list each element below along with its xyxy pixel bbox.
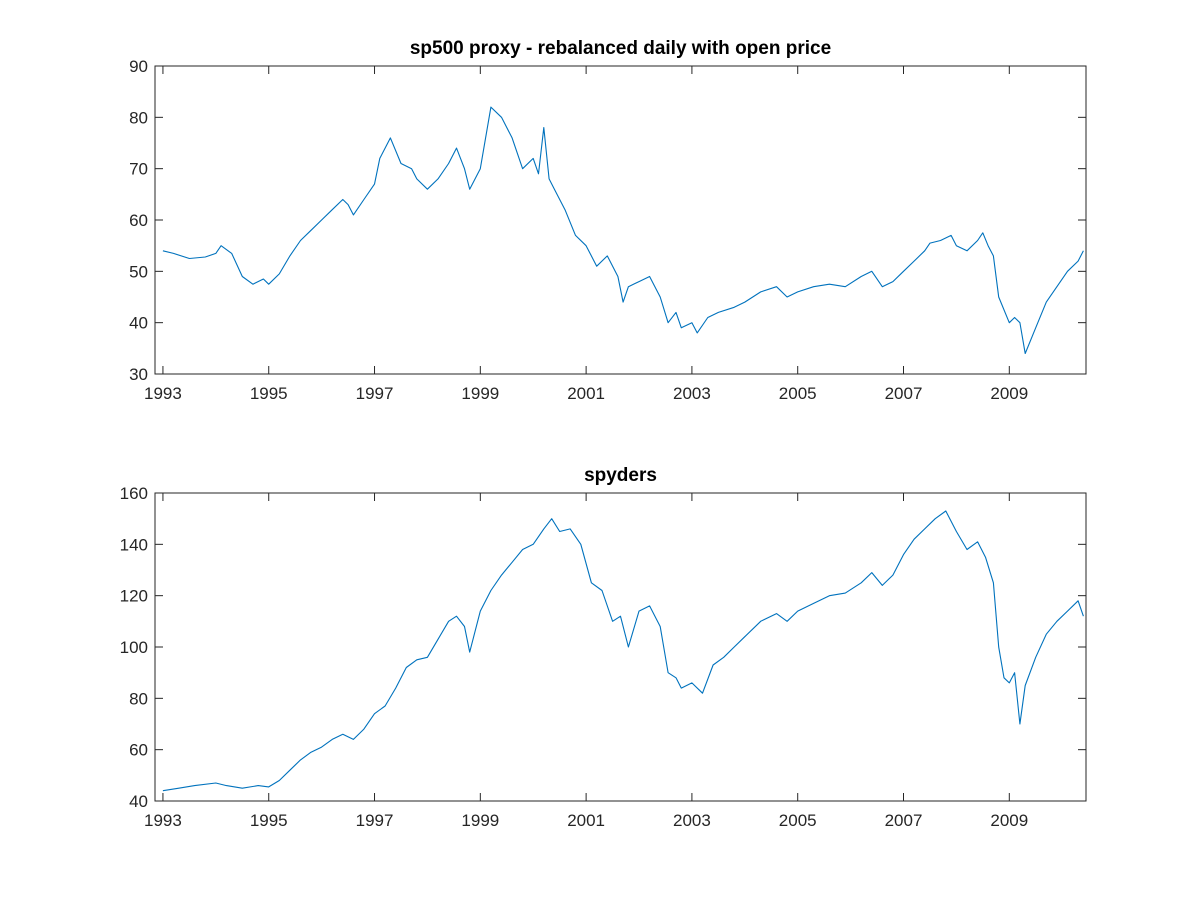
y-tick-label: 120 (120, 587, 148, 606)
x-tick-label: 2007 (885, 811, 923, 830)
x-tick-label: 1997 (356, 811, 394, 830)
subplot-bottom: spyders 1993 1995 1997 1999 2001 2003 2005 2007… (120, 465, 1087, 830)
x-axis: 1993 1995 1997 1999 2001 2003 2005 2007 2009 (144, 66, 1028, 403)
series-layer (162, 106, 1084, 355)
subplot-top: sp500 proxy - rebalanced daily with open… (129, 38, 1087, 403)
series-line (162, 106, 1084, 355)
y-tick-label: 80 (129, 108, 148, 127)
x-tick-label: 2005 (779, 384, 817, 403)
x-tick-label: 1999 (461, 811, 499, 830)
x-tick-label: 1995 (250, 811, 288, 830)
y-tick-label: 90 (129, 57, 148, 76)
chart-title: sp500 proxy - rebalanced daily with open… (410, 38, 831, 59)
x-tick-label: 1993 (144, 384, 182, 403)
y-tick-label: 80 (129, 689, 148, 708)
x-tick-label: 2005 (779, 811, 817, 830)
x-tick-label: 2001 (567, 384, 605, 403)
chart-title: spyders (584, 465, 657, 486)
y-axis: 30 40 50 60 70 80 90 (129, 57, 1086, 384)
y-tick-label: 100 (120, 638, 148, 657)
y-tick-label: 30 (129, 365, 148, 384)
x-tick-label: 1997 (356, 384, 394, 403)
y-tick-label: 60 (129, 211, 148, 230)
x-tick-label: 2009 (990, 384, 1028, 403)
x-tick-label: 1999 (461, 384, 499, 403)
x-tick-label: 2009 (990, 811, 1028, 830)
y-tick-label: 70 (129, 160, 148, 179)
y-tick-label: 140 (120, 535, 148, 554)
x-tick-label: 2003 (673, 811, 711, 830)
y-tick-label: 160 (120, 484, 148, 503)
y-tick-label: 60 (129, 741, 148, 760)
x-axis: 1993 1995 1997 1999 2001 2003 2005 2007 2009 (144, 493, 1028, 830)
plot-area (154, 65, 1087, 375)
plot-area (154, 492, 1087, 802)
y-tick-label: 40 (129, 314, 148, 333)
x-tick-label: 2003 (673, 384, 711, 403)
x-tick-label: 1993 (144, 811, 182, 830)
y-tick-label: 50 (129, 262, 148, 281)
y-tick-label: 40 (129, 792, 148, 811)
series-line (162, 510, 1084, 792)
x-tick-label: 1995 (250, 384, 288, 403)
x-tick-label: 2007 (885, 384, 923, 403)
x-tick-label: 2001 (567, 811, 605, 830)
series-layer (162, 510, 1084, 792)
y-axis: 40 60 80 100 120 140 160 (120, 484, 1086, 811)
